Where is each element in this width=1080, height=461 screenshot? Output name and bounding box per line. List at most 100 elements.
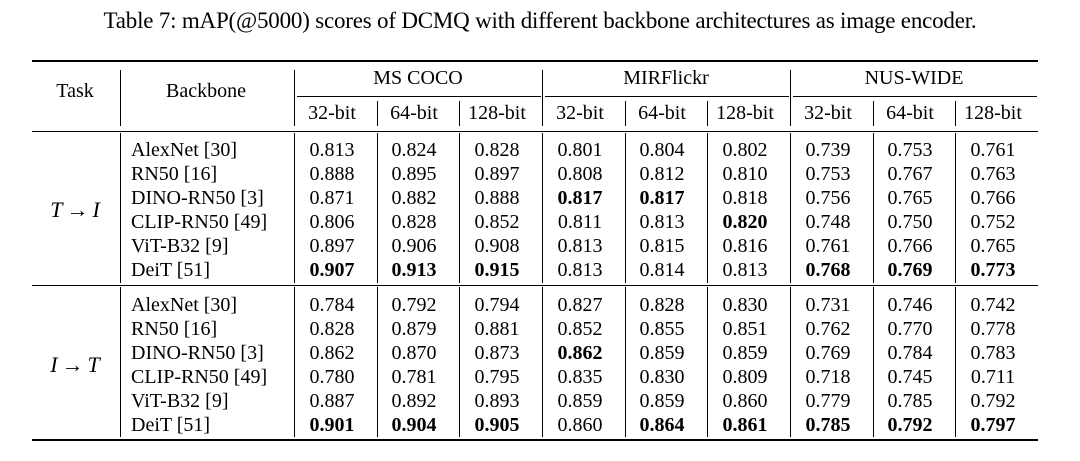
header-rule (32, 131, 1038, 132)
score-cell: 0.888 (474, 187, 520, 209)
task-target: T (87, 352, 100, 377)
score-cell: 0.827 (557, 294, 603, 316)
score-cell: 0.828 (639, 294, 685, 316)
score-cell: 0.748 (805, 211, 851, 233)
score-cell: 0.810 (722, 163, 768, 185)
column-divider (625, 287, 626, 437)
score-cell: 0.766 (887, 235, 933, 257)
score-cell: 0.814 (639, 259, 685, 281)
backbone-name: AlexNet [30] (131, 294, 238, 316)
column-divider (542, 287, 543, 437)
column-divider (707, 133, 708, 283)
score-cell: 0.818 (722, 187, 768, 209)
arrow-icon: → (61, 352, 84, 377)
score-cell: 0.711 (970, 366, 1016, 388)
score-cell: 0.859 (557, 390, 603, 412)
score-cell: 0.762 (805, 318, 851, 340)
mirflickr-underline (545, 96, 789, 97)
bit-header: 32-bit (804, 102, 852, 124)
score-cell: 0.813 (557, 259, 603, 281)
dataset-header-mirflickr: MIRFlickr (623, 67, 709, 89)
score-cell: 0.813 (722, 259, 768, 281)
score-cell: 0.809 (722, 366, 768, 388)
backbone-name: RN50 [16] (131, 163, 218, 185)
score-cell: 0.897 (474, 163, 520, 185)
column-divider (542, 133, 543, 283)
column-divider (625, 101, 626, 126)
column-divider (873, 133, 874, 283)
score-cell: 0.806 (309, 211, 355, 233)
score-cell: 0.781 (391, 366, 437, 388)
score-cell: 0.773 (970, 259, 1016, 281)
backbone-name: DINO-RN50 [3] (131, 187, 264, 209)
column-divider (120, 70, 121, 101)
score-cell: 0.859 (639, 342, 685, 364)
column-divider (955, 101, 956, 126)
score-cell: 0.792 (887, 414, 933, 436)
score-cell: 0.855 (639, 318, 685, 340)
column-divider (542, 70, 543, 101)
score-cell: 0.766 (970, 187, 1016, 209)
score-cell: 0.904 (391, 414, 437, 436)
score-cell: 0.718 (805, 366, 851, 388)
column-divider (377, 287, 378, 437)
score-cell: 0.804 (639, 139, 685, 161)
score-cell: 0.795 (474, 366, 520, 388)
bottom-rule (32, 439, 1038, 441)
table-caption: Table 7: mAP(@5000) scores of DCMQ with … (103, 8, 977, 33)
score-cell: 0.742 (970, 294, 1016, 316)
score-cell: 0.913 (391, 259, 437, 281)
score-cell: 0.815 (639, 235, 685, 257)
score-cell: 0.811 (557, 211, 603, 233)
score-cell: 0.859 (722, 342, 768, 364)
backbone-name: DINO-RN50 [3] (131, 342, 264, 364)
score-cell: 0.753 (887, 139, 933, 161)
score-cell: 0.801 (557, 139, 603, 161)
backbone-name: ViT-B32 [9] (131, 235, 229, 257)
bit-header: 64-bit (638, 102, 686, 124)
column-divider (459, 287, 460, 437)
score-cell: 0.897 (309, 235, 355, 257)
score-cell: 0.882 (391, 187, 437, 209)
score-cell: 0.792 (970, 390, 1016, 412)
backbone-name: DeiT [51] (131, 414, 211, 436)
score-cell: 0.785 (805, 414, 851, 436)
column-divider (790, 287, 791, 437)
score-cell: 0.906 (391, 235, 437, 257)
column-divider (955, 133, 956, 283)
column-divider (790, 101, 791, 126)
score-cell: 0.887 (309, 390, 355, 412)
column-divider (294, 70, 295, 101)
score-cell: 0.901 (309, 414, 355, 436)
score-cell: 0.830 (722, 294, 768, 316)
score-cell: 0.873 (474, 342, 520, 364)
score-cell: 0.852 (557, 318, 603, 340)
score-cell: 0.768 (805, 259, 851, 281)
column-divider (873, 101, 874, 126)
score-cell: 0.767 (887, 163, 933, 185)
score-cell: 0.792 (391, 294, 437, 316)
score-cell: 0.817 (639, 187, 685, 209)
score-cell: 0.794 (474, 294, 520, 316)
score-cell: 0.871 (309, 187, 355, 209)
score-cell: 0.881 (474, 318, 520, 340)
column-divider (542, 101, 543, 126)
top-rule (32, 60, 1038, 62)
score-cell: 0.817 (557, 187, 603, 209)
backbone-name: CLIP-RN50 [49] (131, 211, 268, 233)
nuswide-underline (793, 96, 1037, 97)
score-cell: 0.812 (639, 163, 685, 185)
score-cell: 0.879 (391, 318, 437, 340)
column-divider (707, 101, 708, 126)
score-cell: 0.816 (722, 235, 768, 257)
score-cell: 0.797 (970, 414, 1016, 436)
score-cell: 0.893 (474, 390, 520, 412)
score-cell: 0.813 (309, 139, 355, 161)
group-rule (32, 285, 1038, 286)
score-cell: 0.765 (970, 235, 1016, 257)
score-cell: 0.820 (722, 211, 768, 233)
backbone-name: RN50 [16] (131, 318, 218, 340)
bit-header: 128-bit (468, 102, 526, 124)
score-cell: 0.813 (639, 211, 685, 233)
score-cell: 0.731 (805, 294, 851, 316)
